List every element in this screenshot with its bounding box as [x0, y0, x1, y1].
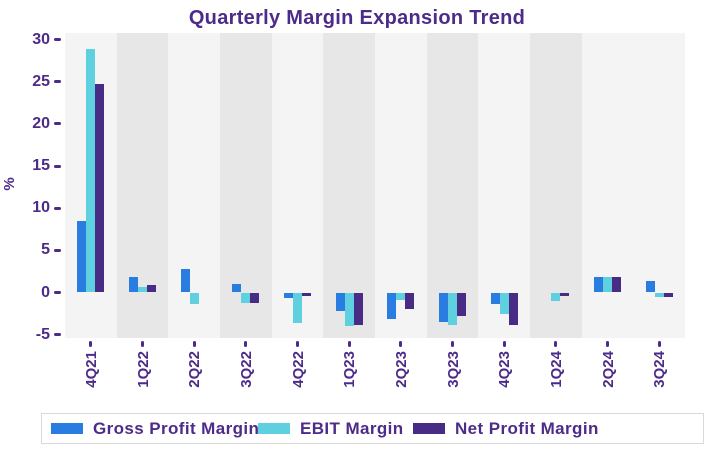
bar	[129, 277, 138, 293]
bar	[396, 292, 406, 301]
y-tick-label: 0	[41, 283, 50, 301]
y-tick-label: 5	[41, 241, 50, 259]
bar	[594, 277, 603, 293]
legend-item: EBIT Margin	[258, 414, 404, 443]
bar	[603, 277, 612, 293]
bar	[180, 268, 190, 293]
quarter-band	[530, 33, 583, 338]
bar	[551, 292, 561, 301]
x-tick-mark	[399, 341, 403, 347]
quarter-band	[426, 33, 479, 338]
quarter-band	[271, 33, 324, 338]
bar	[232, 284, 242, 293]
y-tick-mark	[54, 291, 61, 294]
legend-item: Net Profit Margin	[413, 414, 599, 443]
bar	[241, 292, 251, 304]
y-tick-mark	[54, 248, 61, 252]
legend-item: Gross Profit Margin	[51, 414, 259, 443]
bar	[645, 280, 655, 293]
y-tick-label: 10	[32, 199, 50, 217]
bar	[138, 286, 147, 293]
legend: Gross Profit Margin EBIT Margin Net Profit…	[41, 413, 704, 444]
legend-swatch	[258, 423, 290, 434]
y-tick-mark	[54, 38, 61, 42]
bar	[189, 292, 199, 305]
bar	[353, 292, 363, 325]
bar	[344, 292, 354, 327]
bar	[95, 83, 105, 293]
x-tick-label: 2Q24	[599, 351, 617, 388]
y-tick-mark	[54, 122, 61, 126]
y-tick-mark	[54, 333, 61, 337]
x-tick-label: 1Q22	[134, 351, 152, 388]
bar	[405, 292, 415, 309]
chart-title: Quarterly Margin Expansion Trend	[188, 7, 526, 29]
bar	[147, 284, 156, 293]
x-tick-mark	[296, 341, 299, 347]
bar	[499, 292, 509, 315]
y-tick-label: 25	[32, 72, 50, 90]
x-tick-label: 3Q22	[237, 351, 255, 388]
legend-label: Net Profit Margin	[455, 418, 599, 438]
bar	[335, 292, 345, 312]
bar	[284, 292, 293, 299]
y-tick-label: 15	[32, 157, 50, 175]
quarter-band	[323, 33, 376, 338]
y-tick-label: 20	[32, 114, 50, 132]
quarter-band	[478, 33, 531, 338]
bar	[293, 292, 302, 323]
legend-label: EBIT Margin	[300, 418, 404, 438]
bar	[508, 292, 518, 325]
y-tick-label: 30	[32, 30, 50, 48]
quarter-band	[633, 33, 686, 338]
bar	[612, 277, 621, 293]
x-tick-mark	[347, 341, 351, 347]
legend-swatch	[413, 423, 445, 434]
x-tick-mark	[606, 341, 609, 347]
plot-area	[65, 33, 686, 338]
x-tick-label: 2Q22	[186, 351, 204, 388]
x-tick-mark	[141, 341, 144, 347]
quarter-band	[375, 33, 428, 338]
x-tick-mark	[657, 341, 661, 347]
x-tick-mark	[502, 341, 506, 347]
x-tick-mark	[89, 341, 93, 347]
x-tick-label: 4Q21	[82, 351, 100, 388]
x-tick-label: 3Q23	[444, 351, 462, 388]
bar	[302, 292, 311, 296]
x-tick-label: 3Q24	[651, 351, 669, 388]
y-tick-mark	[54, 206, 61, 210]
bar	[86, 49, 96, 293]
bar	[250, 292, 260, 304]
x-tick-mark	[192, 341, 196, 347]
bar	[490, 292, 500, 305]
x-tick-label: 4Q22	[289, 351, 307, 388]
x-tick-label: 1Q24	[547, 351, 565, 388]
quarter-band	[168, 33, 221, 338]
x-tick-mark	[451, 341, 454, 347]
x-tick-label: 1Q23	[341, 351, 359, 388]
legend-swatch	[51, 423, 83, 434]
bar	[448, 292, 457, 325]
bar	[387, 292, 397, 319]
y-tick-mark	[54, 164, 61, 168]
x-tick-mark	[554, 341, 558, 347]
bar	[654, 292, 664, 297]
y-tick-mark	[54, 80, 61, 84]
bar	[663, 292, 673, 297]
quarter-band	[220, 33, 273, 338]
bar	[457, 292, 466, 317]
bar	[439, 292, 448, 322]
bar	[560, 292, 570, 296]
legend-label: Gross Profit Margin	[93, 418, 260, 438]
x-tick-mark	[244, 341, 248, 347]
y-tick-label: -5	[35, 325, 50, 343]
bar	[77, 220, 87, 293]
x-tick-label: 4Q23	[496, 351, 514, 388]
x-tick-label: 2Q23	[392, 351, 410, 388]
